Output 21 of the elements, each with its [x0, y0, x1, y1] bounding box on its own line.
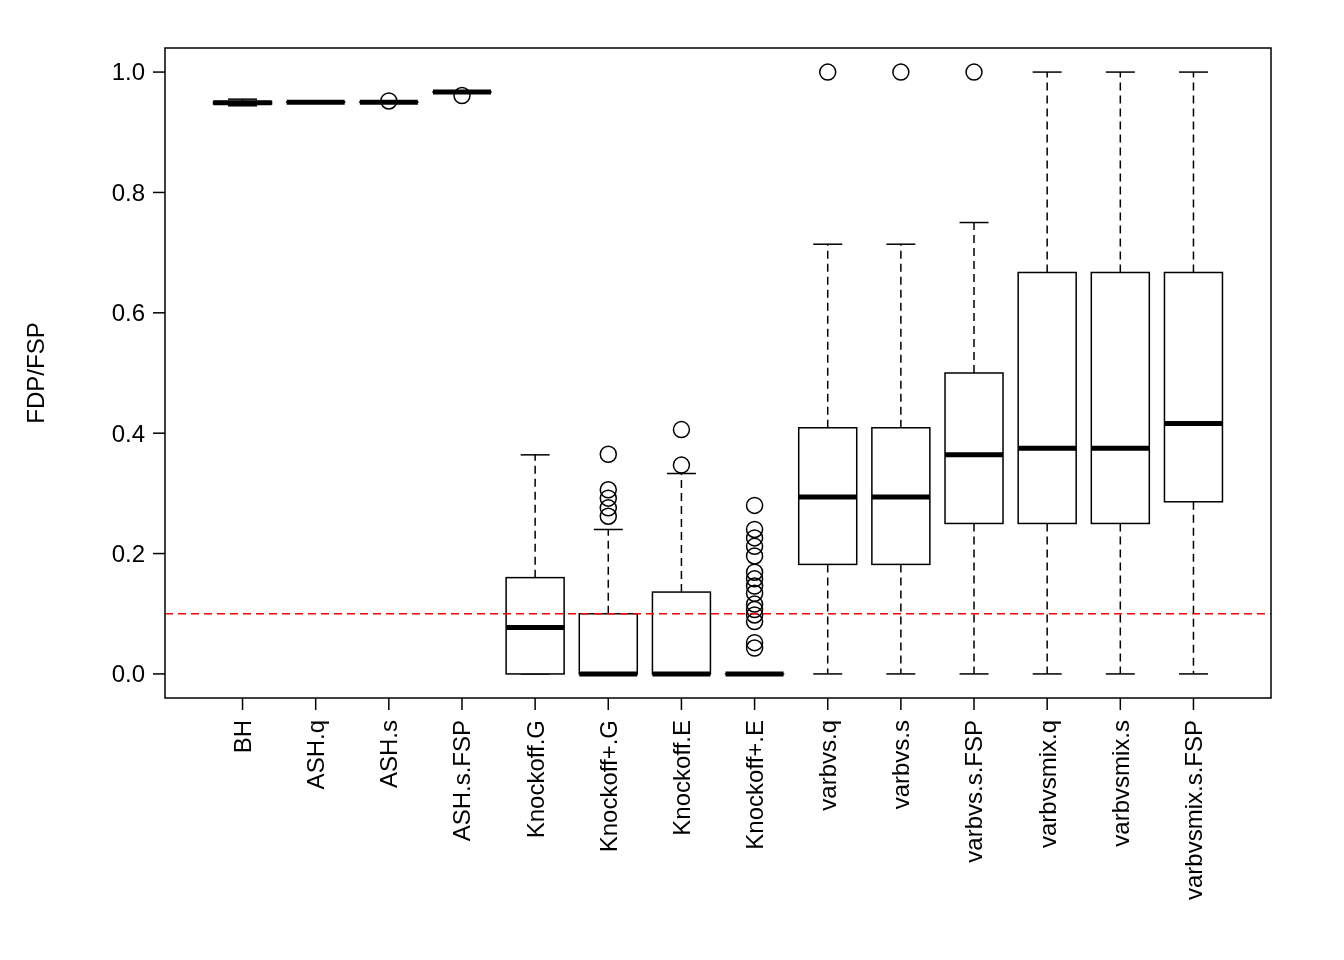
x-tick-label: ASH.s.FSP	[448, 720, 476, 842]
y-tick-label: 0.0	[111, 660, 145, 688]
x-tick-label: Knockoff.G	[521, 720, 549, 839]
y-tick-label: 0.6	[111, 299, 145, 327]
x-tick-label: Knockoff+.E	[740, 720, 768, 850]
y-tick-label: 0.2	[111, 539, 145, 567]
y-tick-label: 0.4	[111, 419, 145, 447]
x-tick-label: Knockoff+.G	[594, 720, 622, 853]
y-tick-label: 1.0	[111, 58, 145, 86]
x-tick-label: varbvsmix.q	[1033, 720, 1061, 849]
y-tick-label: 0.8	[111, 178, 145, 206]
x-tick-label: varbvs.s.FSP	[960, 720, 988, 863]
x-tick-label: BH	[228, 720, 256, 754]
x-tick-label: Knockoff.E	[667, 720, 695, 836]
y-axis-title: FDP/FSP	[22, 322, 49, 424]
x-tick-label: varbvsmix.s.FSP	[1179, 720, 1207, 901]
x-tick-label: ASH.q	[302, 720, 330, 790]
x-tick-label: varbvs.s	[887, 720, 915, 810]
x-tick-label: varbvs.q	[814, 720, 842, 811]
x-tick-label: varbvsmix.s	[1106, 720, 1134, 847]
x-tick-label: ASH.s	[375, 720, 403, 789]
